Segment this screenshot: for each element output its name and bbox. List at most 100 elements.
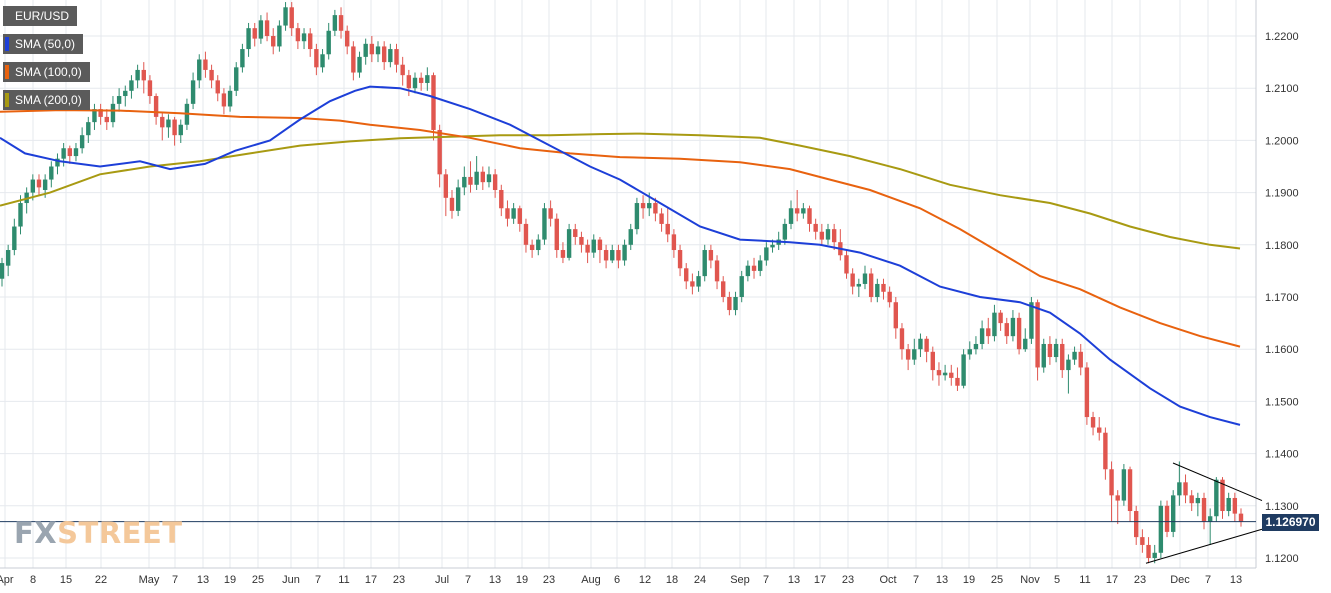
- candle-bear: [1115, 495, 1120, 501]
- candle-bear: [406, 75, 412, 89]
- x-tick-label: 11: [338, 574, 349, 586]
- y-tick-label: 1.2200: [1265, 31, 1299, 43]
- candle-bull: [702, 250, 707, 277]
- candle-bear: [893, 302, 899, 329]
- candle-bear: [221, 93, 227, 107]
- candle-bull: [49, 166, 54, 180]
- legend-sma-50[interactable]: SMA (50,0): [3, 34, 84, 54]
- candle-bear: [1189, 495, 1194, 504]
- candle-bear: [1060, 343, 1065, 371]
- x-tick-label: Jun: [282, 574, 300, 586]
- candle-bear: [523, 223, 529, 245]
- candle-bull: [375, 46, 381, 55]
- candle-bear: [573, 229, 578, 237]
- y-tick-label: 1.1500: [1265, 396, 1299, 408]
- candle-bull: [0, 263, 5, 279]
- x-tick-label: 12: [639, 574, 651, 586]
- candle-bear: [727, 297, 732, 311]
- candle-bull: [178, 124, 183, 136]
- candle-bear: [998, 312, 1003, 324]
- legend-swatch-sma-200: [5, 93, 9, 107]
- x-tick-label: 13: [1230, 574, 1242, 586]
- x-tick-label: 7: [465, 574, 471, 586]
- candle-bull: [856, 283, 862, 287]
- candle-bull: [462, 176, 467, 188]
- candle-bull: [135, 69, 140, 81]
- candle-bull: [1072, 351, 1077, 360]
- candle-bear: [394, 49, 399, 65]
- candle-bear: [665, 223, 670, 235]
- candle-bull: [474, 171, 479, 185]
- candle-bear: [560, 250, 566, 258]
- candle-bull: [1152, 552, 1157, 558]
- x-tick-label: 19: [963, 574, 975, 586]
- candle-bull: [1053, 343, 1059, 358]
- candle-bull: [5, 250, 11, 266]
- legend-symbol[interactable]: EUR/USD: [3, 6, 78, 26]
- candle-bull: [326, 30, 331, 55]
- chart-legend: EUR/USD SMA (50,0) SMA (100,0) SMA (200,…: [3, 6, 90, 118]
- candle-bear: [1097, 427, 1102, 433]
- candle-bull: [1029, 302, 1034, 339]
- x-tick-label: Nov: [1020, 574, 1040, 586]
- candle-bull: [782, 223, 788, 240]
- candle-bear: [677, 250, 683, 269]
- candle-bear: [819, 231, 825, 240]
- candle-bull: [511, 208, 516, 219]
- x-tick-label: Apr: [0, 574, 14, 586]
- candle-bear: [67, 148, 73, 157]
- candle-bear: [1134, 511, 1139, 538]
- candle-bear: [1146, 544, 1151, 558]
- candle-bull: [1170, 495, 1176, 532]
- candle-bear: [653, 203, 658, 214]
- candle-bear: [640, 203, 646, 209]
- candle-bear: [314, 49, 319, 68]
- candle-bear: [98, 109, 103, 117]
- candle-bear: [887, 291, 892, 303]
- candle-bull: [61, 148, 66, 159]
- candle-bear: [924, 338, 929, 352]
- y-tick-label: 1.2000: [1265, 135, 1299, 147]
- candle-bull: [12, 226, 17, 251]
- candle-bear: [1035, 302, 1040, 368]
- candle-bear: [868, 273, 874, 297]
- x-tick-label: May: [139, 574, 160, 586]
- x-tick-label: 13: [197, 574, 209, 586]
- candle-bull: [30, 179, 36, 193]
- candle-bull: [942, 372, 948, 376]
- y-tick-label: 1.1600: [1265, 344, 1299, 356]
- candle-bear: [505, 208, 510, 219]
- candle-bear: [351, 46, 356, 73]
- x-tick-label: 25: [252, 574, 264, 586]
- legend-sma-200[interactable]: SMA (200,0): [3, 90, 90, 110]
- x-tick-label: 13: [788, 574, 800, 586]
- candle-bull: [332, 15, 338, 31]
- y-tick-label: 1.2100: [1265, 83, 1299, 95]
- candle-bear: [708, 250, 714, 261]
- candle-bull: [234, 67, 239, 91]
- candle-bear: [381, 46, 387, 63]
- candle-bull: [634, 203, 640, 230]
- candle-bull: [388, 49, 393, 63]
- candle-bear: [579, 236, 584, 245]
- x-tick-label: Sep: [730, 574, 750, 586]
- candle-bull: [227, 90, 233, 107]
- candle-bull: [1195, 497, 1201, 504]
- x-tick-label: 13: [936, 574, 948, 586]
- candle-bear: [844, 255, 849, 274]
- candle-bull: [961, 354, 966, 386]
- candle-bear: [1238, 513, 1244, 522]
- x-tick-label: 24: [694, 574, 706, 586]
- candle-bull: [166, 119, 171, 128]
- candle-bull: [277, 25, 282, 47]
- x-tick-label: 6: [614, 574, 620, 586]
- candle-bear: [1127, 469, 1133, 512]
- y-tick-label: 1.1200: [1265, 553, 1299, 565]
- legend-sma-100[interactable]: SMA (100,0): [3, 62, 90, 82]
- candle-bull: [190, 80, 196, 104]
- x-tick-label: 17: [365, 574, 377, 586]
- candle-bull: [992, 312, 997, 337]
- x-tick-label: 15: [60, 574, 72, 586]
- candle-bear: [400, 64, 405, 76]
